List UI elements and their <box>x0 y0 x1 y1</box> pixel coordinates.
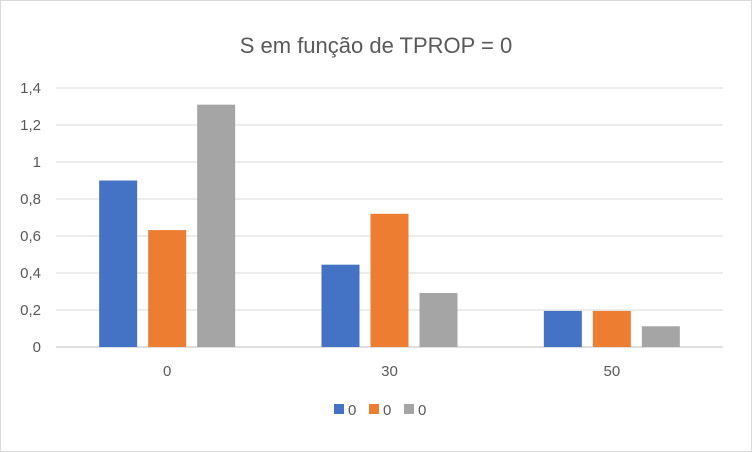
legend-swatch-series-1 <box>334 404 344 414</box>
x-tick-label: 0 <box>163 363 171 380</box>
bar-50-series-1 <box>543 310 582 347</box>
bar-0-series-2 <box>148 230 187 347</box>
bar-50-series-2 <box>592 310 631 347</box>
bar-0-series-3 <box>197 104 236 348</box>
x-tick-label: 30 <box>381 363 398 380</box>
legend-label-series-1: 0 <box>348 402 356 419</box>
bars <box>99 104 680 348</box>
legend-swatch-series-2 <box>369 404 379 414</box>
chart-title: S em função de TPROP = 0 <box>240 33 513 58</box>
bar-50-series-3 <box>641 326 680 347</box>
bar-0-series-1 <box>99 180 138 347</box>
bar-30-series-1 <box>321 264 360 347</box>
legend-swatch-series-3 <box>404 404 414 414</box>
y-axis-ticks: 0 0,2 0,4 0,6 0,8 1 1,2 1,4 <box>20 80 41 356</box>
legend-label-series-3: 0 <box>418 402 426 419</box>
y-tick-label: 0 <box>33 339 41 356</box>
y-tick-label: 0,2 <box>20 302 41 319</box>
legend: 0 0 0 <box>334 402 426 419</box>
y-tick-label: 0,4 <box>20 265 41 282</box>
y-tick-label: 1,4 <box>20 80 41 97</box>
bar-30-series-3 <box>419 292 458 347</box>
y-tick-label: 0,6 <box>20 228 41 245</box>
x-axis-ticks: 0 30 50 <box>163 363 620 380</box>
bar-30-series-2 <box>370 213 409 347</box>
y-tick-label: 1 <box>33 154 41 171</box>
legend-label-series-2: 0 <box>383 402 391 419</box>
x-tick-label: 50 <box>603 363 620 380</box>
y-tick-label: 1,2 <box>20 117 41 134</box>
y-tick-label: 0,8 <box>20 191 41 208</box>
